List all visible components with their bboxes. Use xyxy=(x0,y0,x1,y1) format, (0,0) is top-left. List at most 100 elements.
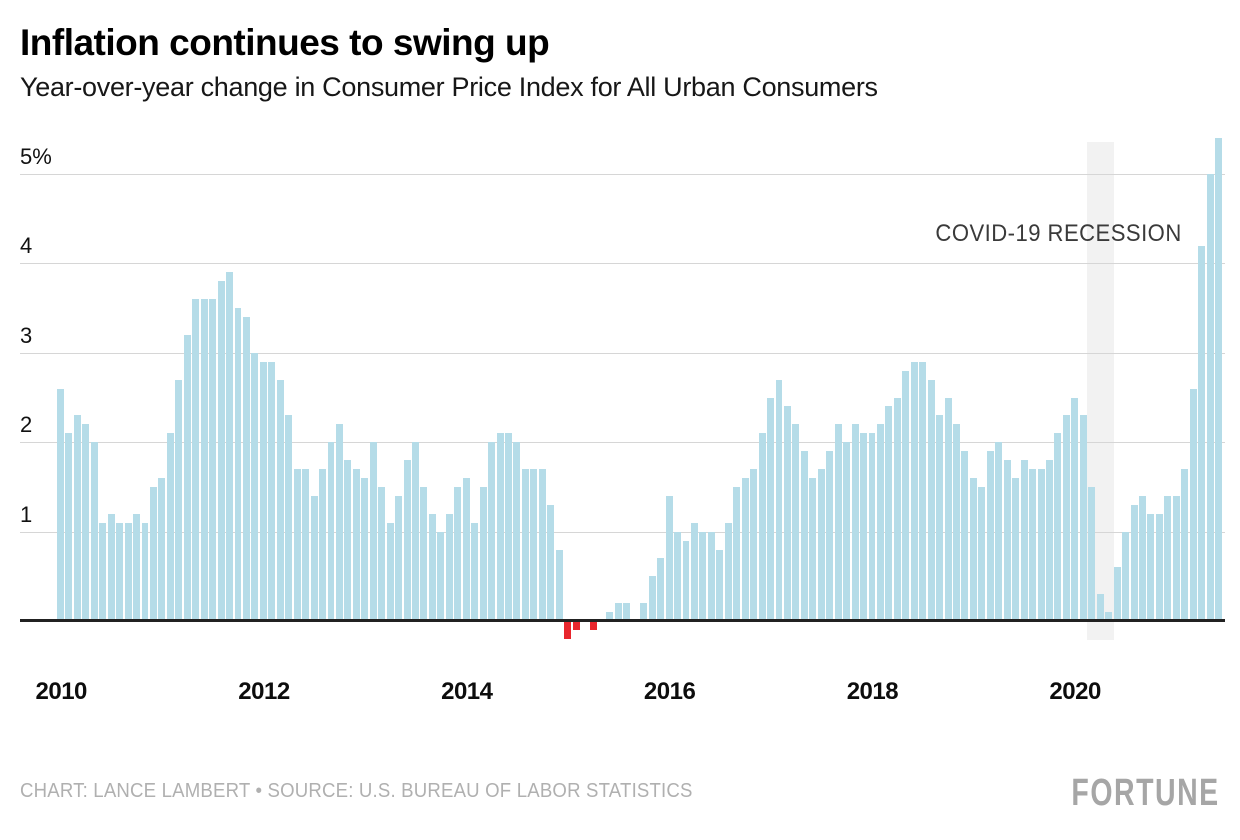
bar-positive xyxy=(310,495,318,621)
bar-month xyxy=(893,138,901,621)
bar-positive xyxy=(420,486,428,621)
bar-positive xyxy=(1020,460,1028,621)
bar-positive xyxy=(538,469,546,621)
bar-month xyxy=(690,138,698,621)
bar-month xyxy=(614,138,622,621)
bar-month xyxy=(259,138,267,621)
bar-positive xyxy=(369,442,377,621)
bar-positive xyxy=(479,486,487,621)
bar-positive xyxy=(927,379,935,621)
bar-month xyxy=(860,138,867,621)
bar-month xyxy=(530,138,538,621)
bar-month xyxy=(910,138,918,621)
bar-month xyxy=(73,138,81,621)
bar-month xyxy=(200,138,208,621)
bar-positive xyxy=(183,334,191,621)
bar-month xyxy=(809,138,817,621)
bar-positive xyxy=(1096,594,1104,621)
bar-positive xyxy=(454,486,462,621)
bar-month xyxy=(133,138,141,621)
bar-positive xyxy=(1198,245,1206,621)
bar-positive xyxy=(268,361,276,621)
bar-month xyxy=(927,138,935,621)
bar-positive xyxy=(1079,415,1087,621)
bar-positive xyxy=(251,352,259,621)
bar-month xyxy=(209,138,217,621)
bar-positive xyxy=(1012,478,1020,621)
bar-positive xyxy=(344,460,352,621)
bar-month xyxy=(361,138,369,621)
bar-positive xyxy=(513,442,521,621)
bar-positive xyxy=(741,478,749,621)
y-axis-tick-label: 1 xyxy=(20,501,33,527)
bar-positive xyxy=(1147,513,1155,621)
bar-month xyxy=(674,138,682,621)
bar-positive xyxy=(783,406,791,621)
bar-month xyxy=(310,138,318,621)
bar-month xyxy=(555,138,563,621)
source-credit: CHART: LANCE LAMBERT • SOURCE: U.S. BURE… xyxy=(20,780,693,802)
bar-month xyxy=(598,138,605,621)
bar-positive xyxy=(648,576,656,621)
bar-positive xyxy=(386,522,394,621)
bar-month xyxy=(319,138,326,621)
bar-month xyxy=(1003,138,1011,621)
bar-month xyxy=(648,138,656,621)
bar-positive xyxy=(614,603,622,621)
bar-positive xyxy=(192,299,200,621)
bar-month xyxy=(158,138,166,621)
bar-positive xyxy=(834,424,842,621)
bar-positive xyxy=(1164,495,1172,621)
bar-month xyxy=(936,138,944,621)
bar-month xyxy=(369,138,377,621)
bar-month xyxy=(885,138,893,621)
bar-month xyxy=(445,138,453,621)
bar-negative xyxy=(589,621,597,630)
bar-month xyxy=(657,138,665,621)
bar-month xyxy=(1172,138,1180,621)
bar-month xyxy=(775,138,783,621)
bar-positive xyxy=(893,397,901,621)
bar-month xyxy=(716,138,724,621)
bar-month xyxy=(953,138,960,621)
bar-month xyxy=(226,138,234,621)
x-axis-baseline xyxy=(20,619,1225,622)
bar-month xyxy=(758,138,766,621)
bar-month xyxy=(1020,138,1028,621)
chart-subtitle: Year-over-year change in Consumer Price … xyxy=(20,72,878,102)
bar-month xyxy=(919,138,927,621)
bar-month xyxy=(978,138,986,621)
bar-month xyxy=(479,138,487,621)
bar-month xyxy=(302,138,310,621)
bar-positive xyxy=(319,469,326,621)
bar-month xyxy=(589,138,597,630)
y-axis-tick-label: 5% xyxy=(20,144,52,169)
bar-positive xyxy=(775,379,783,621)
bar-positive xyxy=(1003,460,1011,621)
bar-positive xyxy=(1062,415,1070,621)
bar-positive xyxy=(259,361,267,621)
bar-positive xyxy=(1206,174,1214,621)
bar-positive xyxy=(902,370,910,621)
gridline-4 xyxy=(20,263,1225,265)
bar-positive xyxy=(226,272,234,621)
x-axis-tick-2014: 2014 xyxy=(441,678,493,705)
bar-positive xyxy=(699,531,707,621)
bar-month xyxy=(1062,138,1070,621)
bar-month xyxy=(961,138,969,621)
bar-month xyxy=(632,138,639,621)
x-axis-tick-2012: 2012 xyxy=(238,678,290,705)
bar-month xyxy=(995,138,1003,621)
bar-month xyxy=(192,138,200,621)
bar-positive xyxy=(412,442,419,621)
bar-month xyxy=(521,138,529,621)
plot-area: 1 2 3 4 5% 2010 2012 2014 2016 2018 2020 COVID-19 R… xyxy=(0,138,1240,705)
bar-month xyxy=(454,138,462,621)
bar-month xyxy=(783,138,791,621)
bar-positive xyxy=(200,299,208,621)
bar-month xyxy=(276,138,284,621)
bar-month xyxy=(699,138,707,621)
bar-month xyxy=(412,138,419,621)
bar-month xyxy=(386,138,394,621)
gridline-1 xyxy=(20,531,1225,533)
